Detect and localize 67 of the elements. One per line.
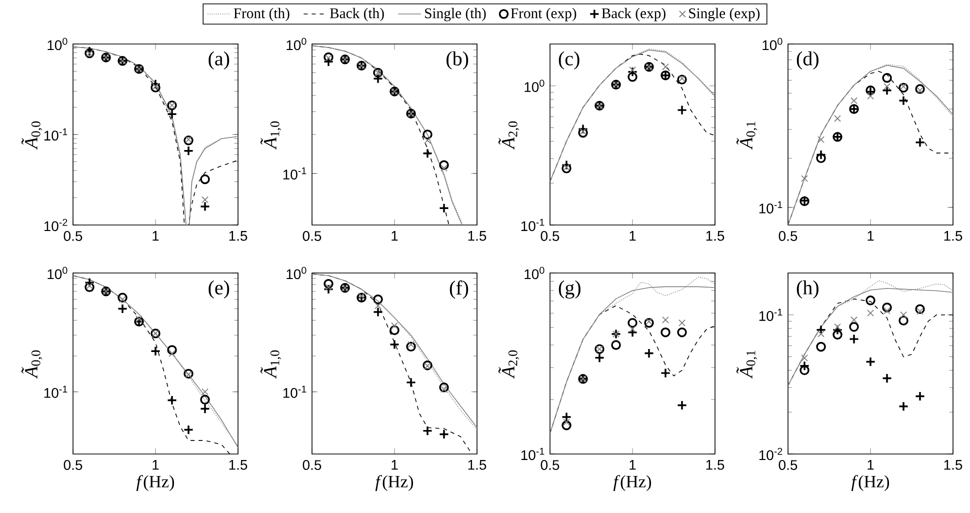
legend-label: Front (exp) bbox=[510, 8, 576, 22]
y-tick-label: 10$^{-1}$ bbox=[283, 167, 306, 180]
x-tick-label: 1 bbox=[152, 460, 159, 470]
x-tick-label: 1 bbox=[868, 231, 874, 241]
y-tick-label: 10$^{-2}$ bbox=[759, 448, 782, 460]
annotation: (f) bbox=[450, 280, 468, 299]
y-tick-label: 10$^{0}$ bbox=[524, 80, 544, 92]
annotation: (b) bbox=[446, 51, 468, 70]
y-axis-title: Ã$_{1,0}$ bbox=[260, 121, 282, 150]
y-tick-label: 10$^{-1}$ bbox=[44, 386, 68, 398]
y-tick-label: 10$^{-1}$ bbox=[521, 218, 544, 232]
annotation: (c) bbox=[558, 51, 580, 70]
x-tick-label: 1.5 bbox=[468, 460, 486, 470]
y-axis-title: Ã$_{0,0}$ bbox=[21, 350, 42, 379]
x-tick-label: 0.5 bbox=[778, 231, 798, 241]
y-axis-title: Ã$_{2,0}$ bbox=[498, 350, 520, 379]
y-tick-label: 10$^{0}$ bbox=[524, 266, 544, 280]
y-axis-title: Ã$_{2,0}$ bbox=[498, 121, 520, 150]
legend-label: Single (th) bbox=[425, 8, 486, 22]
x-tick-label: 1 bbox=[392, 231, 398, 241]
x-tick-label: 0.5 bbox=[302, 460, 322, 470]
y-axis-title: Ã$_{1,0}$ bbox=[260, 350, 282, 379]
annotation: (a) bbox=[208, 51, 230, 70]
x-tick-label: 0.5 bbox=[778, 460, 798, 470]
legend-label: Back (exp) bbox=[602, 8, 666, 22]
y-axis-title: Ã$_{0,1}$ bbox=[736, 350, 758, 379]
y-axis-title: Ã$_{0,1}$ bbox=[736, 122, 758, 150]
x-axis-title: f(Hz) bbox=[851, 475, 890, 491]
legend-label: Single (exp) bbox=[689, 8, 760, 22]
annotation: (g) bbox=[558, 280, 580, 299]
y-tick-label: 10$^{0}$ bbox=[48, 266, 68, 280]
y-tick-label: 10$^{0}$ bbox=[286, 266, 306, 280]
y-axis-title: Ã$_{0,0}$ bbox=[21, 121, 42, 150]
annotation: (h) bbox=[796, 280, 818, 299]
legend-label: Front (th) bbox=[234, 8, 290, 22]
x-tick-label: 1 bbox=[152, 231, 159, 241]
y-tick-label: 10$^{-1}$ bbox=[283, 386, 306, 398]
y-tick-label: 10$^{0}$ bbox=[48, 38, 68, 50]
y-tick-label: 10$^{-1}$ bbox=[759, 308, 782, 321]
x-axis-title: f(Hz) bbox=[613, 475, 652, 491]
x-tick-label: 1 bbox=[392, 460, 398, 470]
x-tick-label: 0.5 bbox=[540, 460, 560, 470]
annotation: (e) bbox=[208, 280, 230, 299]
x-tick-label: 1 bbox=[868, 460, 874, 470]
legend-label: Back (th) bbox=[330, 8, 384, 22]
y-tick-label: 10$^{-2}$ bbox=[44, 218, 68, 232]
x-tick-label: 1.5 bbox=[706, 460, 724, 470]
x-axis-title: f(Hz) bbox=[375, 475, 414, 491]
y-tick-label: 10$^{0}$ bbox=[286, 38, 306, 50]
annotation: (d) bbox=[796, 51, 818, 70]
x-tick-label: 0.5 bbox=[540, 231, 560, 241]
x-tick-label: 0.5 bbox=[64, 460, 82, 470]
x-tick-label: 1.5 bbox=[229, 460, 248, 470]
x-tick-label: 1.5 bbox=[468, 231, 486, 241]
x-tick-label: 1 bbox=[630, 231, 636, 241]
x-tick-label: 1.5 bbox=[944, 231, 962, 241]
y-tick-label: 10$^{-1}$ bbox=[44, 128, 68, 141]
y-tick-label: 10$^{-1}$ bbox=[759, 201, 782, 214]
x-tick-label: 0.5 bbox=[302, 231, 322, 241]
y-tick-label: 10$^{0}$ bbox=[762, 38, 782, 50]
x-tick-label: 0.5 bbox=[64, 231, 82, 241]
x-axis-title: f(Hz) bbox=[136, 475, 174, 491]
y-tick-label: 10$^{-1}$ bbox=[521, 448, 544, 460]
x-tick-label: 1.5 bbox=[706, 231, 724, 241]
x-tick-label: 1.5 bbox=[944, 460, 962, 470]
x-tick-label: 1.5 bbox=[229, 231, 248, 241]
x-tick-label: 1 bbox=[630, 460, 636, 470]
